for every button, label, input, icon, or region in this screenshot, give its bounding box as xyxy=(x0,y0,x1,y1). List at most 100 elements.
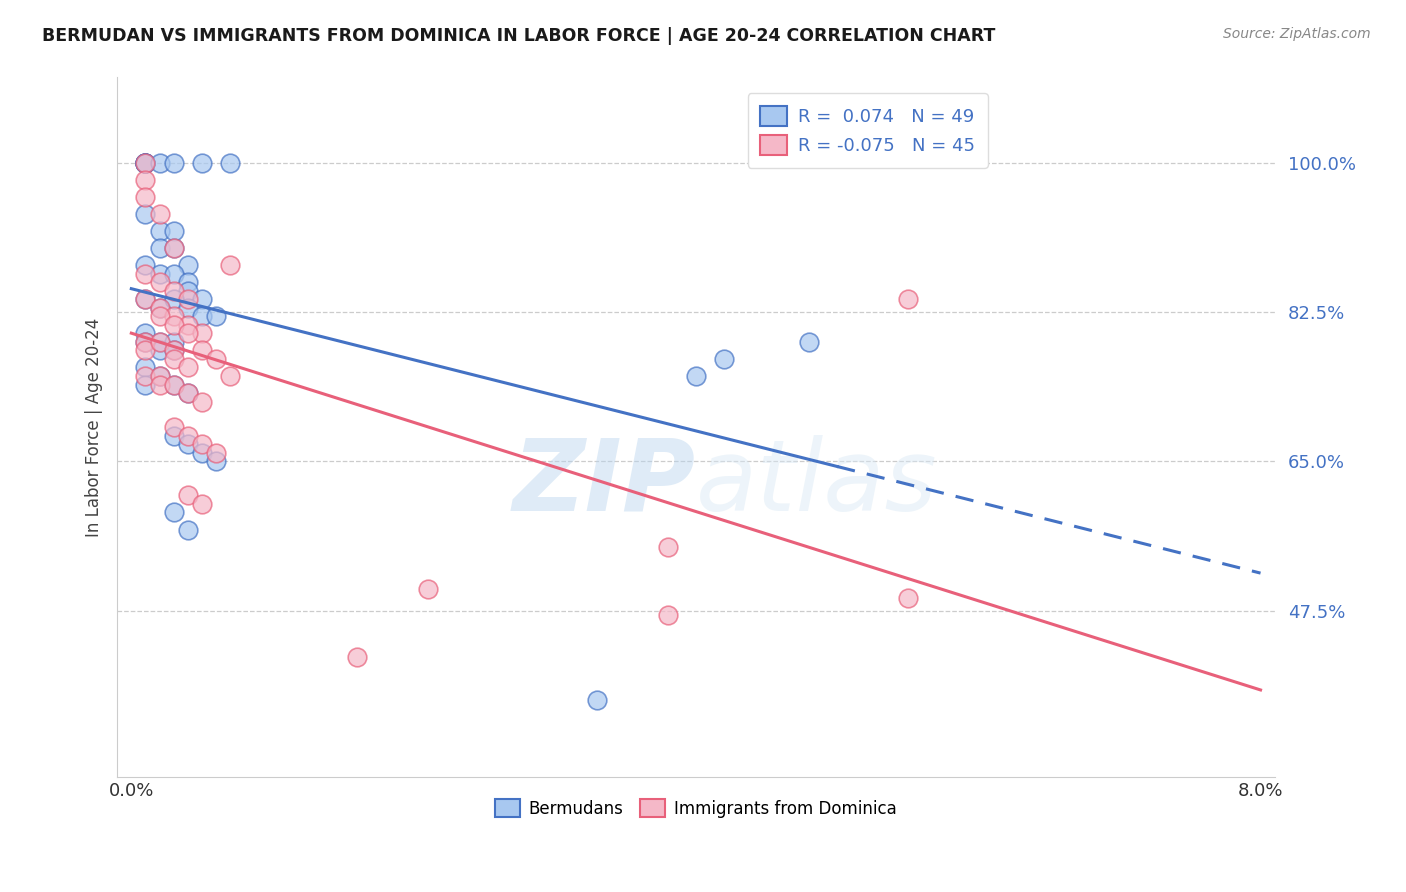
Point xyxy=(134,155,156,169)
Point xyxy=(191,343,214,358)
Text: atlas: atlas xyxy=(696,434,938,532)
Point xyxy=(163,224,186,238)
Point xyxy=(177,386,200,401)
Point xyxy=(148,310,170,324)
Point xyxy=(191,326,214,341)
Point xyxy=(177,360,200,375)
Point xyxy=(205,446,228,460)
Point xyxy=(163,377,186,392)
Point xyxy=(416,582,439,597)
Point xyxy=(177,437,200,451)
Point xyxy=(134,334,156,349)
Point xyxy=(177,258,200,272)
Point xyxy=(134,190,156,204)
Point xyxy=(586,693,609,707)
Point xyxy=(163,351,186,366)
Point xyxy=(134,155,156,169)
Point xyxy=(897,591,920,605)
Point xyxy=(134,377,156,392)
Point xyxy=(148,241,170,255)
Point xyxy=(134,207,156,221)
Point xyxy=(134,258,156,272)
Point xyxy=(134,155,156,169)
Point xyxy=(148,267,170,281)
Point xyxy=(163,334,186,349)
Point xyxy=(148,368,170,383)
Point xyxy=(191,310,214,324)
Point xyxy=(134,155,156,169)
Point xyxy=(163,318,186,332)
Point xyxy=(134,334,156,349)
Point xyxy=(191,497,214,511)
Point xyxy=(163,284,186,298)
Point xyxy=(191,437,214,451)
Text: Source: ZipAtlas.com: Source: ZipAtlas.com xyxy=(1223,27,1371,41)
Point xyxy=(191,394,214,409)
Point xyxy=(191,292,214,306)
Point xyxy=(134,155,156,169)
Point xyxy=(177,318,200,332)
Point xyxy=(148,301,170,315)
Point xyxy=(897,292,920,306)
Point xyxy=(148,334,170,349)
Point xyxy=(163,420,186,434)
Point xyxy=(163,241,186,255)
Point xyxy=(205,310,228,324)
Point xyxy=(148,224,170,238)
Point xyxy=(134,155,156,169)
Point xyxy=(177,284,200,298)
Point xyxy=(177,301,200,315)
Point xyxy=(177,428,200,442)
Point xyxy=(177,523,200,537)
Point xyxy=(163,155,186,169)
Point xyxy=(134,326,156,341)
Point xyxy=(177,292,200,306)
Point xyxy=(134,368,156,383)
Point xyxy=(148,301,170,315)
Point xyxy=(219,368,242,383)
Y-axis label: In Labor Force | Age 20-24: In Labor Force | Age 20-24 xyxy=(86,318,103,537)
Point xyxy=(797,334,820,349)
Point xyxy=(177,326,200,341)
Point xyxy=(163,241,186,255)
Point xyxy=(163,505,186,519)
Point xyxy=(163,343,186,358)
Point xyxy=(657,607,679,622)
Point xyxy=(219,155,242,169)
Point xyxy=(177,275,200,289)
Point xyxy=(163,292,186,306)
Point xyxy=(191,155,214,169)
Point xyxy=(163,310,186,324)
Point xyxy=(205,454,228,468)
Point xyxy=(134,292,156,306)
Point xyxy=(148,155,170,169)
Point xyxy=(219,258,242,272)
Point xyxy=(134,360,156,375)
Point xyxy=(148,275,170,289)
Text: ZIP: ZIP xyxy=(513,434,696,532)
Point xyxy=(134,155,156,169)
Point xyxy=(148,334,170,349)
Legend: Bermudans, Immigrants from Dominica: Bermudans, Immigrants from Dominica xyxy=(489,792,903,824)
Point xyxy=(713,351,735,366)
Point xyxy=(163,428,186,442)
Point xyxy=(134,173,156,187)
Point xyxy=(148,377,170,392)
Point xyxy=(134,267,156,281)
Point xyxy=(177,386,200,401)
Point xyxy=(148,368,170,383)
Point xyxy=(346,650,368,665)
Point xyxy=(134,343,156,358)
Text: BERMUDAN VS IMMIGRANTS FROM DOMINICA IN LABOR FORCE | AGE 20-24 CORRELATION CHAR: BERMUDAN VS IMMIGRANTS FROM DOMINICA IN … xyxy=(42,27,995,45)
Point xyxy=(163,377,186,392)
Point xyxy=(163,267,186,281)
Point xyxy=(163,343,186,358)
Point xyxy=(134,292,156,306)
Point xyxy=(148,207,170,221)
Point xyxy=(177,488,200,502)
Point xyxy=(191,446,214,460)
Point xyxy=(148,343,170,358)
Point xyxy=(657,540,679,554)
Point xyxy=(205,351,228,366)
Point xyxy=(685,368,707,383)
